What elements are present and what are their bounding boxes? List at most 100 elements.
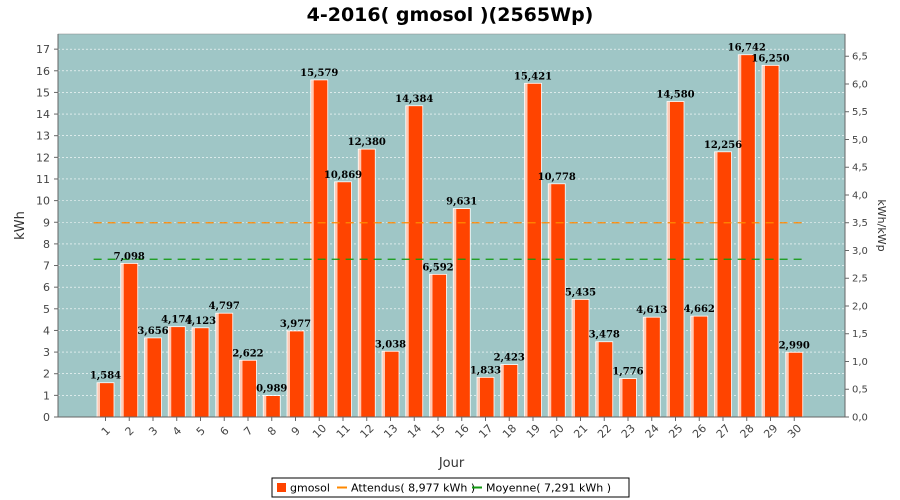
y-right-tick-label: 1,5 (852, 329, 868, 340)
x-tick-label: 1 (99, 424, 113, 438)
plot-area (57, 33, 846, 418)
bar-fill (762, 65, 779, 418)
bar-value-label: 16,250 (751, 53, 789, 64)
y-tick-label: 1 (43, 389, 50, 402)
y-tick-label: 15 (36, 86, 50, 99)
bar-highlight (97, 382, 100, 417)
y-tick-label: 14 (36, 108, 50, 121)
bar (500, 364, 519, 418)
bar (524, 82, 542, 418)
bar-value-label: 12,256 (704, 140, 742, 151)
y-tick-label: 11 (36, 173, 50, 186)
y-tick-label: 10 (36, 195, 50, 208)
x-tick-label: 3 (146, 424, 160, 438)
x-axis-label: Jour (438, 456, 465, 471)
x-tick-label: 16 (453, 422, 472, 441)
bar-highlight (358, 149, 362, 417)
bar (286, 330, 305, 418)
bar-value-label: 3,656 (137, 326, 168, 337)
bar (120, 263, 139, 418)
y-right-tick-label: 6,5 (852, 52, 868, 63)
y-axis-label: kWh (13, 211, 28, 240)
bar-fill (429, 274, 447, 417)
bar (619, 378, 637, 418)
x-tick-label: 8 (265, 424, 279, 438)
legend-label-attendus: Attendus( 8,977 kWh ) (351, 482, 475, 495)
bar-value-label: 10,778 (538, 172, 576, 183)
grid-lines (58, 48, 845, 396)
bar (547, 183, 566, 418)
bar-fill (120, 263, 138, 417)
y-tick-label: 5 (43, 303, 50, 316)
bar-fill (239, 360, 257, 417)
bar (595, 341, 614, 418)
x-tick-label: 22 (595, 422, 614, 441)
x-axis: 1 2 3 4 5 6 7 8 9 10 11 12 13 14 15 16 17 18 19 20 21 22 23 24 2… (58, 416, 845, 441)
y-right-tick-label: 5,5 (852, 107, 868, 118)
y-tick-label: 0 (43, 411, 50, 424)
y-right-tick-label: 0,5 (852, 385, 868, 396)
y-tick-label: 3 (43, 346, 50, 359)
y-tick-label: 17 (36, 43, 50, 56)
bar-highlight (120, 263, 124, 417)
bar (405, 105, 424, 418)
x-tick-label: 15 (429, 422, 448, 441)
x-tick-label: 25 (666, 422, 685, 441)
bar (239, 359, 257, 418)
y-tick-label: 7 (43, 260, 50, 273)
y-axis-right: 0,0 0,5 1,0 1,5 2,0 2,5 3,0 3,5 4,0 4,5 5,0 5,5 6,0 6… (844, 34, 868, 424)
y-right-tick-label: 4,5 (852, 163, 868, 174)
bar (262, 395, 281, 418)
bar-value-label: 1,833 (470, 365, 501, 376)
bar-fill (382, 351, 399, 417)
bar-fill (263, 395, 281, 417)
x-tick-label: 9 (289, 424, 303, 438)
bar-fill (192, 327, 209, 417)
x-tick-label: 12 (358, 422, 377, 441)
legend: gmosol Attendus( 8,977 kWh ) Moyenne( 7,29… (271, 477, 630, 498)
bar (144, 337, 162, 418)
bar-fill (500, 364, 518, 417)
bar-highlight (382, 351, 385, 417)
bar (737, 54, 756, 418)
bar-highlight (595, 341, 599, 417)
bar-fill (358, 149, 376, 417)
x-tick-label: 4 (170, 424, 184, 438)
bar-fill (548, 183, 566, 417)
y-tick-label: 6 (43, 281, 50, 294)
y-right-tick-label: 5,0 (852, 135, 868, 146)
x-tick-label: 18 (500, 422, 519, 441)
bar-fill (144, 337, 162, 417)
x-tick-label: 20 (548, 422, 567, 441)
bar-highlight (762, 65, 765, 418)
bar (334, 181, 352, 418)
reference-lines (93, 222, 807, 260)
x-tick-label: 7 (241, 424, 255, 438)
bar-fill (453, 208, 471, 417)
bar-fill (310, 79, 328, 418)
bar-value-label: 4,123 (185, 316, 216, 327)
y-tick-label: 8 (43, 238, 50, 251)
bar (571, 298, 590, 418)
bar-highlight (263, 395, 267, 417)
bar (690, 315, 709, 418)
bar-fill (524, 83, 542, 417)
bar-highlight (548, 183, 552, 417)
x-tick-label: 27 (714, 422, 733, 441)
x-tick-label: 24 (643, 422, 662, 441)
bar-fill (215, 313, 233, 417)
bar (381, 350, 400, 418)
x-tick-label: 10 (310, 422, 329, 441)
x-tick-label: 5 (194, 424, 208, 438)
bar-fill (690, 316, 708, 417)
bar-highlight (334, 181, 338, 417)
bar-highlight (714, 151, 718, 417)
y-right-tick-label: 3,5 (852, 218, 868, 229)
x-tick-label: 2 (123, 424, 137, 438)
y-right-tick-label: 2,0 (852, 301, 868, 312)
x-tick-label: 13 (381, 422, 400, 441)
bar-highlight (619, 378, 623, 417)
bar-fill (287, 330, 304, 417)
bar (167, 326, 186, 418)
bar-fill (477, 377, 494, 417)
